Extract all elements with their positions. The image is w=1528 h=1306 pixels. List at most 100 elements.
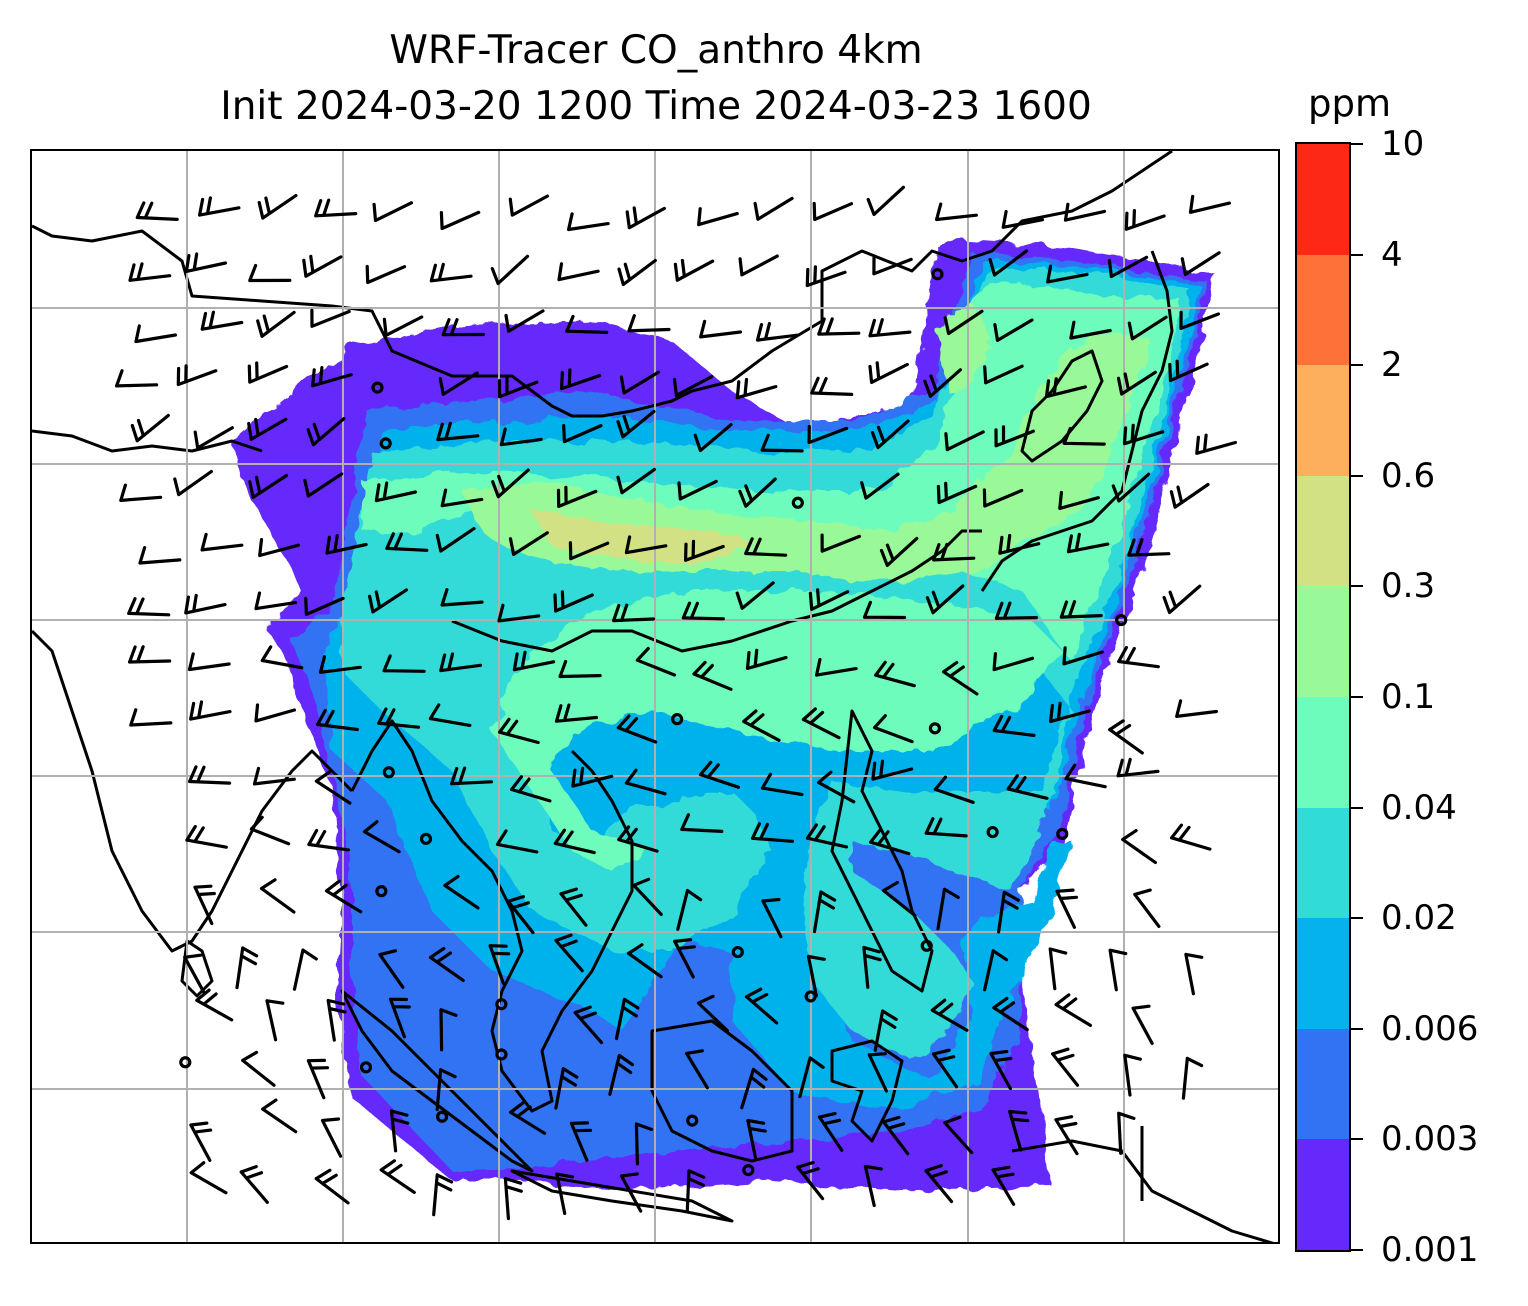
wind-barb [738,254,779,277]
wind-barb [634,1122,654,1166]
wind-barb [1062,426,1106,446]
wind-barb [936,887,960,931]
colorbar-tick [1351,696,1363,698]
wind-barb [1117,645,1160,669]
colorbar-tick [1351,143,1363,145]
wind-barb [870,419,910,450]
wind-barb [248,263,292,283]
wind-barb [943,1115,974,1155]
wind-barb [746,1118,767,1162]
calm-wind-marker [686,1114,699,1127]
wind-barb [324,879,363,914]
wind-barb [571,766,614,788]
wind-barb [612,603,656,623]
wind-barb [306,417,346,447]
wind-barb [1127,538,1171,557]
wind-barb [368,588,408,614]
colorbar-tick-label: 0.04 [1381,787,1457,828]
wind-barb [881,1115,910,1156]
wind-barb [439,1008,458,1052]
wind-barb [632,877,663,916]
calm-wind-marker [1056,827,1069,841]
wind-barb [815,657,858,677]
wind-barb [624,535,668,555]
wind-barb [115,369,159,388]
wind-barb [555,1172,575,1215]
wind-barb [557,262,600,282]
wind-barb [438,371,479,396]
wind-barb [185,824,228,849]
wind-barb [560,368,602,391]
colorbar-band [1297,143,1349,255]
wind-barb [568,541,610,561]
wind-barb [554,703,598,723]
wind-barb [1121,829,1157,865]
wind-barb [817,1112,844,1152]
wind-barb [992,714,1036,737]
wind-barb [983,949,1009,992]
calm-wind-marker [928,722,942,735]
calm-wind-marker [1115,613,1128,627]
colorbar-tick-label: 0.1 [1381,677,1436,717]
wind-barb [698,760,740,789]
wind-barb [931,1048,959,1089]
wind-barb [761,897,783,939]
wind-barb [1059,600,1103,619]
wind-barb [753,196,794,221]
wind-barb [1170,823,1212,851]
wind-barb [128,645,172,664]
wind-barb [173,469,213,497]
wind-barb [619,370,660,395]
wind-barb [435,527,476,553]
wind-barb [625,206,666,230]
wind-barb [685,1169,706,1213]
wind-barb [1175,699,1218,718]
wind-barb [1107,255,1149,279]
wind-barb [992,996,1029,1032]
wind-barb [302,254,343,278]
wind-barb [805,823,849,849]
wind-barb [258,538,300,558]
wind-barb [440,588,484,607]
wind-barb [569,1121,593,1162]
wind-barb [314,1168,350,1205]
wind-barb [385,532,429,552]
calm-wind-marker [731,945,744,959]
coast-sumatra [340,989,534,1173]
colorbar-tick-label: 2 [1381,345,1403,386]
coast-japan-korea [980,250,1174,592]
wind-barb [862,600,907,620]
wind-barb [994,425,1035,448]
wind-barb [374,481,418,503]
coastlines [32,151,1274,1242]
wind-barb [1044,377,1087,399]
colorbar-tick [1351,917,1363,920]
wind-barb [1124,209,1166,231]
wind-barb [1116,370,1157,396]
wind-barb [488,944,511,985]
plot-title-line-1: WRF-Tracer CO_anthro 4km [389,28,923,73]
wind-barb [742,709,781,742]
wind-barb [801,707,841,740]
colorbar-unit-label: ppm [1308,82,1392,125]
wind-barb [314,770,352,805]
wind-barb [760,433,804,453]
wind-barb [1162,584,1202,615]
wind-barb [677,479,718,501]
map-panel [30,149,1280,1244]
wind-barb [1064,763,1107,789]
calm-wind-marker [986,825,999,839]
wind-barb [567,212,610,232]
calm-wind-marker [371,381,384,394]
wind-barb [509,1101,547,1135]
coast-north-continent [32,151,1173,418]
colorbar-tick-label: 0.001 [1381,1230,1479,1270]
wind-barb [614,997,640,1041]
wind-barb [616,409,656,439]
wind-barb [744,537,788,557]
wind-barb [198,196,241,217]
calm-wind-marker [804,990,817,1003]
colorbar-tick-label: 0.006 [1381,1008,1479,1049]
wind-barb [935,202,978,222]
wind-barb [248,473,289,499]
